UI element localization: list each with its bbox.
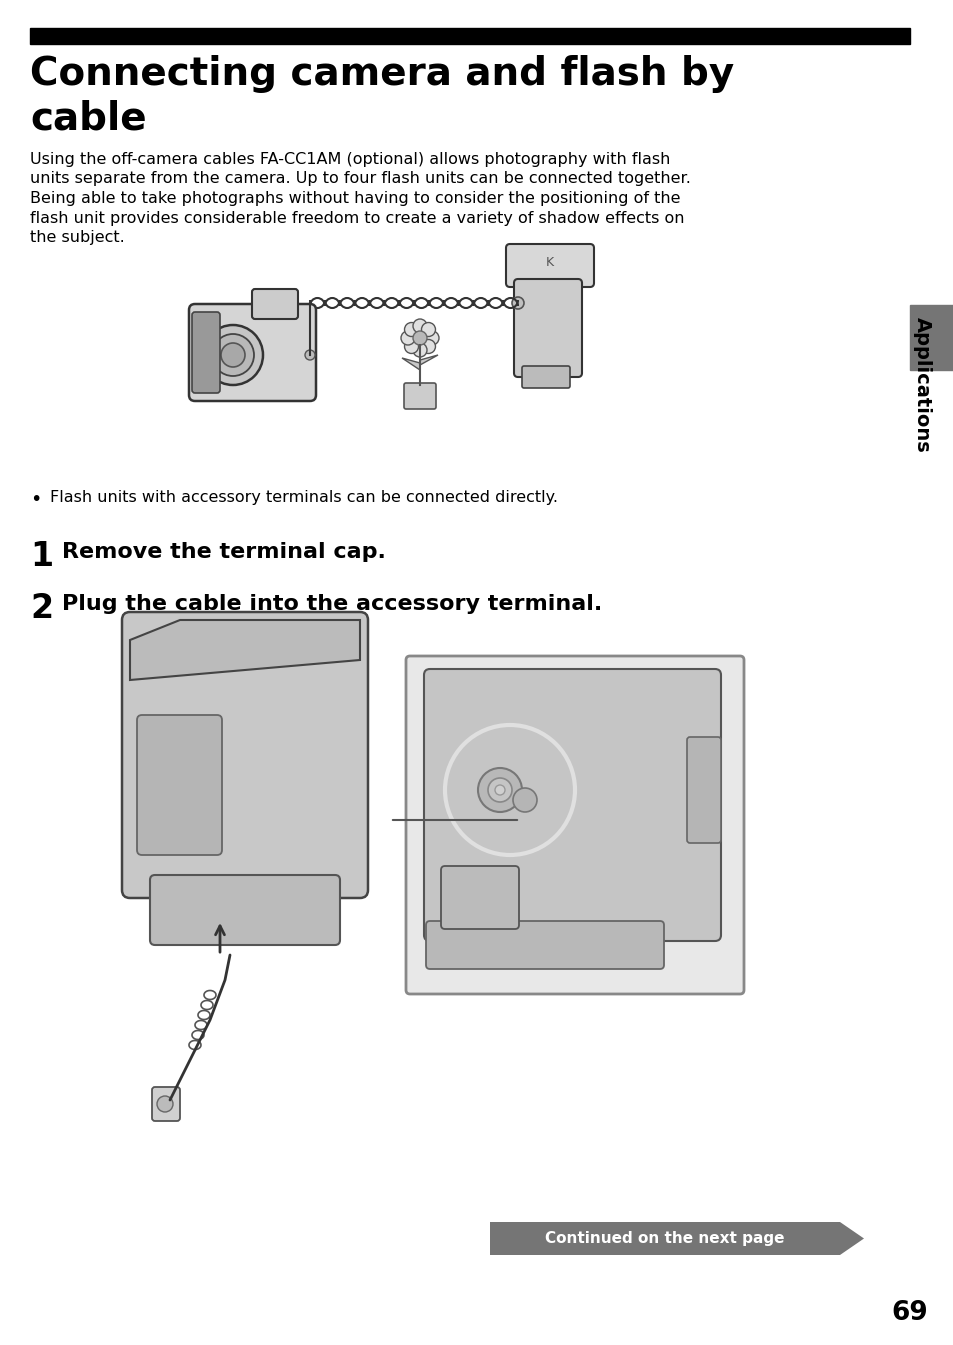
FancyBboxPatch shape [440, 866, 518, 929]
Bar [909, 305, 953, 370]
Text: Plug the cable into the accessory terminal.: Plug the cable into the accessory termin… [62, 594, 601, 615]
Text: flash unit provides considerable freedom to create a variety of shadow effects o: flash unit provides considerable freedom… [30, 211, 684, 226]
FancyBboxPatch shape [423, 668, 720, 942]
Text: 2: 2 [30, 592, 53, 625]
Text: Connecting camera and flash by: Connecting camera and flash by [30, 55, 734, 93]
Circle shape [203, 325, 263, 385]
Circle shape [421, 339, 435, 354]
Text: the subject.: the subject. [30, 230, 125, 245]
Circle shape [157, 1096, 172, 1112]
FancyBboxPatch shape [505, 243, 594, 286]
FancyBboxPatch shape [150, 876, 339, 946]
Circle shape [305, 350, 314, 360]
Circle shape [424, 331, 438, 346]
FancyBboxPatch shape [252, 289, 297, 319]
Circle shape [404, 323, 418, 336]
Text: units separate from the camera. Up to four flash units can be connected together: units separate from the camera. Up to fo… [30, 172, 690, 187]
Circle shape [413, 319, 427, 334]
FancyBboxPatch shape [122, 612, 368, 898]
FancyBboxPatch shape [521, 366, 569, 387]
Circle shape [404, 339, 418, 354]
Polygon shape [490, 1223, 863, 1255]
FancyBboxPatch shape [406, 656, 743, 994]
Text: Using the off-camera cables FA-CC1AM (optional) allows photography with flash: Using the off-camera cables FA-CC1AM (op… [30, 152, 670, 167]
Text: K: K [545, 256, 554, 269]
Text: cable: cable [30, 100, 147, 139]
Circle shape [413, 331, 427, 346]
Polygon shape [401, 358, 419, 370]
Polygon shape [419, 355, 437, 364]
Text: Being able to take photographs without having to consider the positioning of the: Being able to take photographs without h… [30, 191, 679, 206]
FancyBboxPatch shape [137, 716, 222, 855]
Circle shape [400, 331, 415, 346]
Text: 1: 1 [30, 539, 53, 573]
Text: Continued on the next page: Continued on the next page [545, 1231, 784, 1245]
FancyBboxPatch shape [403, 383, 436, 409]
Circle shape [512, 297, 523, 309]
Text: •: • [30, 490, 41, 508]
FancyBboxPatch shape [152, 1087, 180, 1120]
Circle shape [495, 785, 504, 795]
Text: Applications: Applications [912, 317, 931, 453]
Circle shape [421, 323, 435, 336]
Circle shape [212, 334, 253, 377]
FancyBboxPatch shape [192, 312, 220, 393]
FancyBboxPatch shape [189, 304, 315, 401]
FancyBboxPatch shape [514, 278, 581, 377]
Circle shape [488, 777, 512, 802]
Circle shape [477, 768, 521, 812]
Bar [30, 28, 909, 44]
Text: Remove the terminal cap.: Remove the terminal cap. [62, 542, 385, 562]
Circle shape [513, 788, 537, 812]
Circle shape [221, 343, 245, 367]
Text: Flash units with accessory terminals can be connected directly.: Flash units with accessory terminals can… [50, 490, 558, 504]
FancyBboxPatch shape [686, 737, 720, 843]
Text: 69: 69 [891, 1301, 927, 1326]
Circle shape [413, 343, 427, 356]
FancyBboxPatch shape [426, 921, 663, 968]
Polygon shape [130, 620, 359, 681]
